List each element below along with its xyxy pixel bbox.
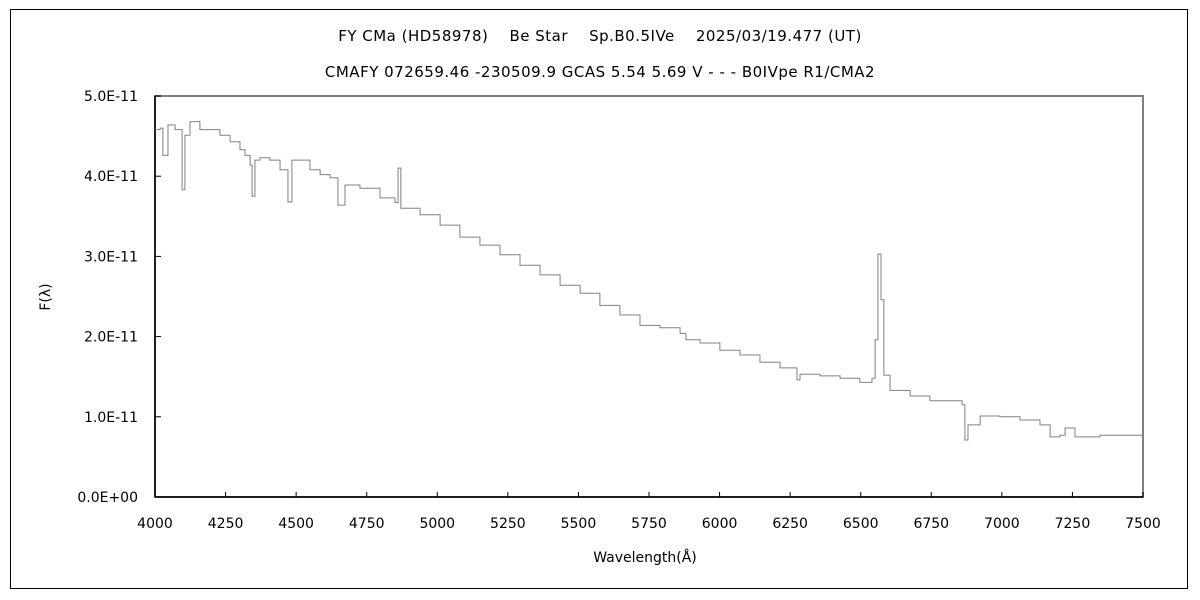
spectrum-line <box>155 121 1144 441</box>
y-tick-label: 2.0E-11 <box>84 330 138 346</box>
chart-subtitle: CMAFY 072659.46 -230509.9 GCAS 5.54 5.69… <box>324 63 876 81</box>
x-tick-label: 5250 <box>490 516 526 532</box>
x-tick-label: 5750 <box>631 516 667 532</box>
y-tick-label: 3.0E-11 <box>84 249 138 265</box>
x-tick-label: 7250 <box>1055 516 1091 532</box>
x-tick-label: 4500 <box>278 516 314 532</box>
x-tick-label: 6250 <box>772 516 808 532</box>
x-tick-label: 5500 <box>561 516 597 532</box>
x-tick-label: 6750 <box>913 516 949 532</box>
x-tick-label: 6000 <box>702 516 738 532</box>
x-tick-label: 4250 <box>208 516 244 532</box>
x-axis-label: Wavelength(Å) <box>593 549 697 566</box>
y-tick-label: 5.0E-11 <box>84 89 138 105</box>
x-tick-label: 4750 <box>349 516 385 532</box>
x-tick-label: 6500 <box>843 516 879 532</box>
y-tick-label: 4.0E-11 <box>84 169 138 185</box>
plot-border <box>154 95 1144 498</box>
chart-frame <box>10 9 1188 589</box>
y-tick-label: 1.0E-11 <box>84 410 138 426</box>
x-tick-label: 5000 <box>419 516 455 532</box>
y-tick-label: 0.0E+00 <box>77 490 138 506</box>
y-axis-label: F(λ) <box>38 283 54 310</box>
x-tick-label: 4000 <box>137 516 173 532</box>
x-tick-label: 7500 <box>1125 516 1161 532</box>
x-tick-label: 7000 <box>984 516 1020 532</box>
chart-title: FY CMa (HD58978) Be Star Sp.B0.5IVe 2025… <box>338 27 862 45</box>
